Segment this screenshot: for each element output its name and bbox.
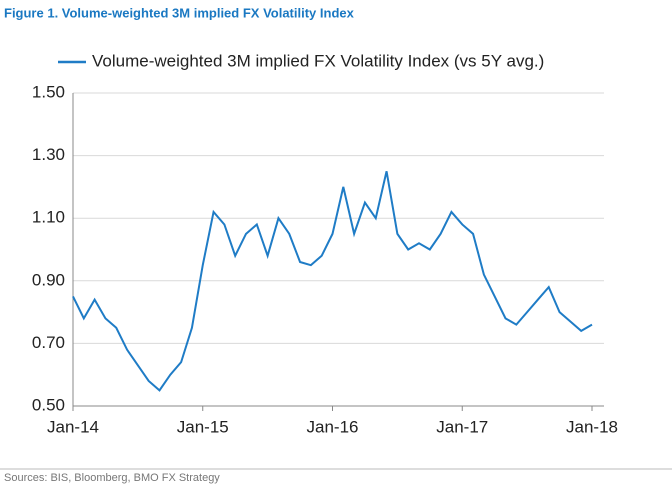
x-tick-label: Jan-18 bbox=[566, 417, 618, 436]
y-tick-label: 0.90 bbox=[32, 270, 65, 289]
y-tick-label: 1.50 bbox=[32, 82, 65, 101]
legend-label: Volume-weighted 3M implied FX Volatility… bbox=[92, 51, 544, 70]
y-tick-label: 1.30 bbox=[32, 145, 65, 164]
x-tick-label: Jan-16 bbox=[307, 417, 359, 436]
x-tick-label: Jan-17 bbox=[436, 417, 488, 436]
y-tick-label: 0.70 bbox=[32, 333, 65, 352]
x-tick-label: Jan-15 bbox=[177, 417, 229, 436]
figure-title: Figure 1. Volume-weighted 3M implied FX … bbox=[4, 5, 355, 20]
x-tick-label: Jan-14 bbox=[47, 417, 99, 436]
source: Sources: BIS, Bloomberg, BMO FX Strategy bbox=[4, 472, 220, 484]
y-tick-label: 1.10 bbox=[32, 208, 65, 227]
data-line bbox=[72, 171, 593, 392]
y-tick-label: 0.50 bbox=[32, 395, 65, 414]
